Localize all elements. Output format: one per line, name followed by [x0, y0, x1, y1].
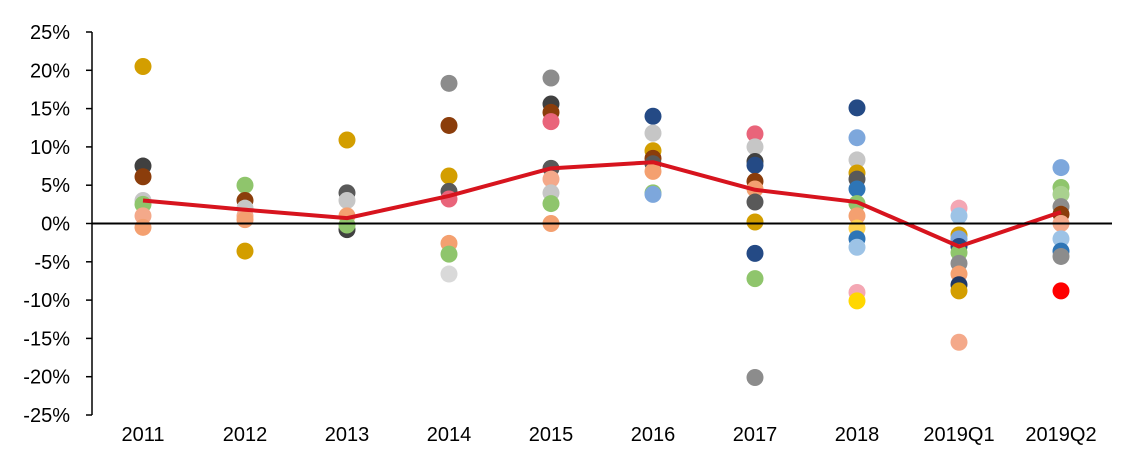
- y-tick-label: 25%: [30, 22, 70, 44]
- data-point: [338, 131, 356, 149]
- data-point: [542, 69, 560, 87]
- x-axis-ticks: 2011 2012 2013 2014 2015 2016 2017 2018 2019Q1 20…: [121, 424, 1096, 446]
- data-point: [746, 138, 764, 156]
- data-point: [746, 368, 764, 386]
- data-point: [848, 151, 866, 169]
- x-tick-label: 2014: [427, 424, 472, 446]
- data-point: [236, 176, 254, 194]
- data-point: [746, 156, 764, 174]
- data-point: [542, 170, 560, 188]
- data-point: [440, 116, 458, 134]
- data-point: [644, 107, 662, 125]
- average-line-group: [142, 160, 1062, 249]
- y-tick-label: 20%: [30, 60, 70, 82]
- data-point: [338, 192, 356, 210]
- y-tick-label: -25%: [23, 405, 70, 427]
- data-point: [338, 216, 356, 234]
- data-point: [644, 124, 662, 142]
- data-point: [950, 333, 968, 351]
- y-axis-ticks: -25% -20% -15% -10% -5% 0% 5% 10% 15% 20% 25%: [23, 22, 92, 427]
- data-point: [746, 193, 764, 211]
- data-point: [440, 265, 458, 283]
- y-tick-label: -15%: [23, 328, 70, 350]
- data-point: [1052, 159, 1070, 177]
- x-tick-label: 2011: [121, 424, 164, 446]
- data-point: [746, 125, 764, 143]
- data-point: [440, 167, 458, 185]
- x-tick-label: 2015: [529, 424, 574, 446]
- data-point: [440, 74, 458, 92]
- y-tick-label: 10%: [30, 137, 70, 159]
- data-point: [134, 218, 152, 236]
- data-point: [236, 211, 254, 229]
- y-tick-label: 5%: [41, 175, 70, 197]
- y-tick-label: -20%: [23, 367, 70, 389]
- data-point: [848, 129, 866, 147]
- data-point: [134, 168, 152, 186]
- data-point: [746, 244, 764, 262]
- data-points: [134, 57, 1070, 386]
- data-point: [746, 213, 764, 231]
- data-point: [542, 113, 560, 131]
- data-point: [848, 238, 866, 256]
- data-point: [848, 292, 866, 310]
- data-point: [542, 195, 560, 213]
- x-tick-label: 2018: [835, 424, 880, 446]
- data-point: [950, 282, 968, 300]
- data-point: [1052, 247, 1070, 265]
- x-tick-label: 2019Q2: [1025, 424, 1096, 446]
- x-tick-label: 2019Q1: [923, 424, 994, 446]
- data-point: [1052, 282, 1070, 300]
- axes: [91, 32, 1112, 415]
- data-point: [848, 180, 866, 198]
- data-point: [644, 185, 662, 203]
- y-tick-label: -5%: [34, 252, 70, 274]
- x-tick-label: 2012: [223, 424, 268, 446]
- data-point: [848, 99, 866, 117]
- data-point: [236, 242, 254, 260]
- data-point: [1052, 185, 1070, 203]
- data-point: [644, 162, 662, 180]
- x-tick-label: 2016: [631, 424, 676, 446]
- data-point: [950, 207, 968, 225]
- data-point: [848, 207, 866, 225]
- data-point: [746, 270, 764, 288]
- y-tick-label: 0%: [41, 214, 70, 236]
- average-line: [142, 160, 1062, 249]
- data-point: [440, 245, 458, 263]
- y-tick-label: -10%: [23, 290, 70, 312]
- x-tick-label: 2013: [325, 424, 370, 446]
- y-tick-label: 15%: [30, 99, 70, 121]
- data-point: [1052, 230, 1070, 248]
- data-point: [134, 57, 152, 75]
- x-tick-label: 2017: [733, 424, 778, 446]
